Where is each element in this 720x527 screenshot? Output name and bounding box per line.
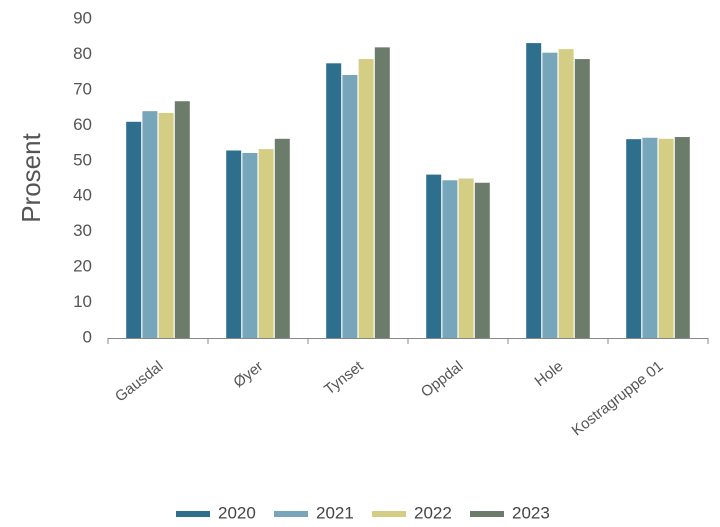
bar xyxy=(126,121,142,338)
bar xyxy=(158,112,174,339)
bar xyxy=(558,49,574,338)
legend-swatch xyxy=(274,511,308,517)
bar xyxy=(342,75,358,338)
legend-label: 2023 xyxy=(512,503,550,522)
y-axis-title: Prosent xyxy=(16,132,46,222)
bar xyxy=(242,152,258,338)
legend-label: 2021 xyxy=(316,503,354,522)
bar xyxy=(574,59,590,339)
x-tick-label: Øyer xyxy=(230,358,266,391)
legend-label: 2022 xyxy=(414,503,452,522)
bar xyxy=(426,174,442,338)
x-tick-label: Gausdal xyxy=(112,358,166,406)
x-tick-label: Oppdal xyxy=(418,358,467,401)
bar xyxy=(658,138,674,338)
bar xyxy=(358,59,374,339)
x-tick-label: Kostragruppe 01 xyxy=(569,358,667,440)
legend: 2020 2021 2022 2023 xyxy=(176,503,550,522)
y-tick-label: 80 xyxy=(73,44,92,63)
bar xyxy=(626,139,642,338)
y-tick-label: 40 xyxy=(73,186,92,205)
bar xyxy=(374,47,390,339)
bar xyxy=(326,63,342,339)
y-axis: 0 10 20 30 40 50 60 70 80 90 xyxy=(73,8,92,346)
x-tick-label: Tynset xyxy=(321,357,367,398)
y-tick-label: 70 xyxy=(73,79,92,98)
legend-swatch xyxy=(176,511,210,517)
legend-label: 2020 xyxy=(218,503,256,522)
bar xyxy=(142,111,158,338)
x-tick-label: Hole xyxy=(532,358,567,390)
bar xyxy=(274,138,290,338)
legend-swatch xyxy=(372,511,406,517)
x-axis: Gausdal Øyer Tynset Oppdal Hole Kostragruppe … xyxy=(107,338,709,440)
legend-swatch xyxy=(470,511,504,517)
y-tick-label: 10 xyxy=(73,292,92,311)
bar xyxy=(174,101,190,338)
y-tick-label: 90 xyxy=(73,8,92,27)
y-tick-label: 50 xyxy=(73,150,92,169)
bar xyxy=(526,43,542,338)
bars xyxy=(126,43,690,339)
y-tick-label: 30 xyxy=(73,221,92,240)
bar xyxy=(258,149,274,338)
bar xyxy=(474,182,490,338)
bar xyxy=(442,180,458,338)
bar xyxy=(674,137,690,338)
bar xyxy=(226,150,242,338)
y-tick-label: 20 xyxy=(73,257,92,276)
bar xyxy=(458,178,474,338)
y-tick-label: 0 xyxy=(83,327,92,346)
bar xyxy=(642,137,658,338)
bar xyxy=(542,52,558,339)
y-tick-label: 60 xyxy=(73,115,92,134)
